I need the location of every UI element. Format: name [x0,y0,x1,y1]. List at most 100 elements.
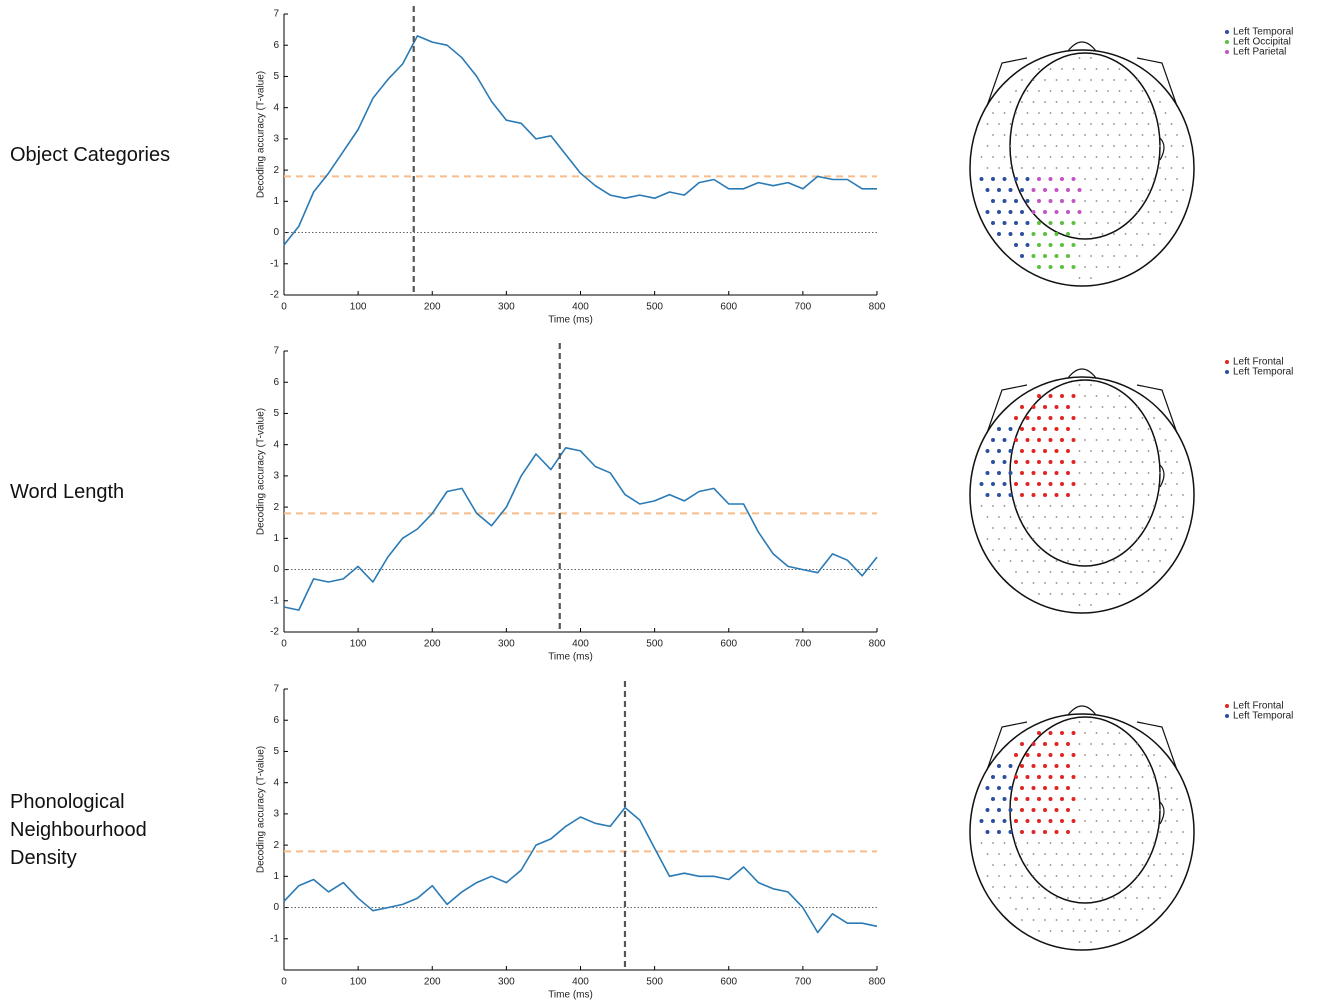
sensor [1095,439,1098,441]
sensor-highlight [1066,493,1070,497]
sensor [1095,527,1098,529]
sensor [1153,549,1155,551]
sensor [1153,864,1155,866]
sensor [1118,200,1121,202]
sensor [1061,68,1063,70]
sensor [1113,831,1115,833]
sensor [1026,156,1029,158]
sensor-highlight [985,449,990,453]
sensor [1136,743,1138,745]
sensor [1032,123,1035,125]
sensor-highlight [1025,753,1030,757]
sensor [1032,582,1035,584]
sensor-highlight [997,786,1001,790]
sensor [1159,101,1161,103]
sensor [1164,820,1167,822]
sensor [1003,864,1006,866]
sensor [1078,516,1081,518]
sensor [1113,145,1115,147]
sensor-highlight [1014,177,1018,181]
sensor [998,123,1000,125]
sensor [1090,538,1092,540]
x-tick-label: 400 [572,639,589,650]
sensor [1159,897,1161,899]
sensor [1049,134,1052,136]
sensor [1118,593,1121,595]
ear [986,384,1028,434]
sensor [1101,875,1104,877]
y-axis-label: Decoding accuracy (T-value) [256,408,267,535]
sensor [1113,233,1115,235]
sensor [1141,222,1144,224]
sensor [1107,134,1109,136]
sensor [1090,494,1092,496]
x-tick-label: 500 [646,639,663,650]
sensor [1170,787,1173,789]
sensor-highlight [1020,742,1024,746]
sensor-highlight [1048,221,1053,225]
sensor [1170,494,1173,496]
sensor [1049,90,1052,92]
sensor [1136,809,1138,811]
sensor [1147,765,1150,767]
x-tick-label: 300 [498,639,515,650]
sensor [1015,549,1017,551]
sensor [1078,79,1081,81]
sensor [1113,560,1115,562]
sensor [1130,461,1132,463]
sensor [1026,527,1029,529]
sensor [1130,178,1132,180]
sensor [1118,395,1121,397]
sensor [1003,842,1006,844]
sensor [1101,919,1104,921]
sensor [1107,461,1109,463]
sensor [1090,919,1092,921]
sensor [1084,798,1086,800]
sensor [1049,908,1052,910]
sensor [1170,831,1173,833]
sensor-highlight [1025,199,1030,203]
sensor [1078,406,1081,408]
sensor-highlight [1054,427,1059,431]
sensor-highlight [1043,471,1047,475]
sensor [1072,90,1075,92]
sensor [1141,798,1144,800]
sensor [1147,853,1150,855]
sensor-highlight [1054,405,1059,409]
sensor [1159,787,1161,789]
sensor-highlight [1025,416,1030,420]
sensor [1095,244,1098,246]
legend-dot [1225,704,1229,708]
sensor [1078,494,1081,496]
sensor [1176,820,1178,822]
sensor [1078,787,1081,789]
sensor-highlight [1031,742,1036,746]
sensor [1107,798,1109,800]
sensor [1118,266,1121,268]
sensor-highlight [1037,819,1041,823]
sensor [1090,123,1092,125]
sensor [1021,560,1023,562]
sensor-highlight [1025,819,1030,823]
sensor-highlight [1054,786,1059,790]
sensor [1113,167,1115,169]
sensor [1159,450,1161,452]
sensor [1078,538,1081,540]
sensor-highlight [1002,460,1007,464]
nose [1067,705,1097,716]
sensor [1078,809,1081,811]
legend-label: Left Parietal [1233,47,1286,58]
sensor [1072,134,1075,136]
y-tick-label: -2 [270,627,279,638]
sensor [1095,842,1098,844]
sensor [1032,919,1035,921]
x-tick-label: 700 [795,977,812,988]
sensor [1061,842,1063,844]
y-tick-label: 0 [273,564,279,575]
sensor [1159,560,1161,562]
sensor [1118,222,1121,224]
sensor [1084,930,1086,932]
sensor [1107,266,1109,268]
sensor [1095,222,1098,224]
sensor [1113,189,1115,191]
